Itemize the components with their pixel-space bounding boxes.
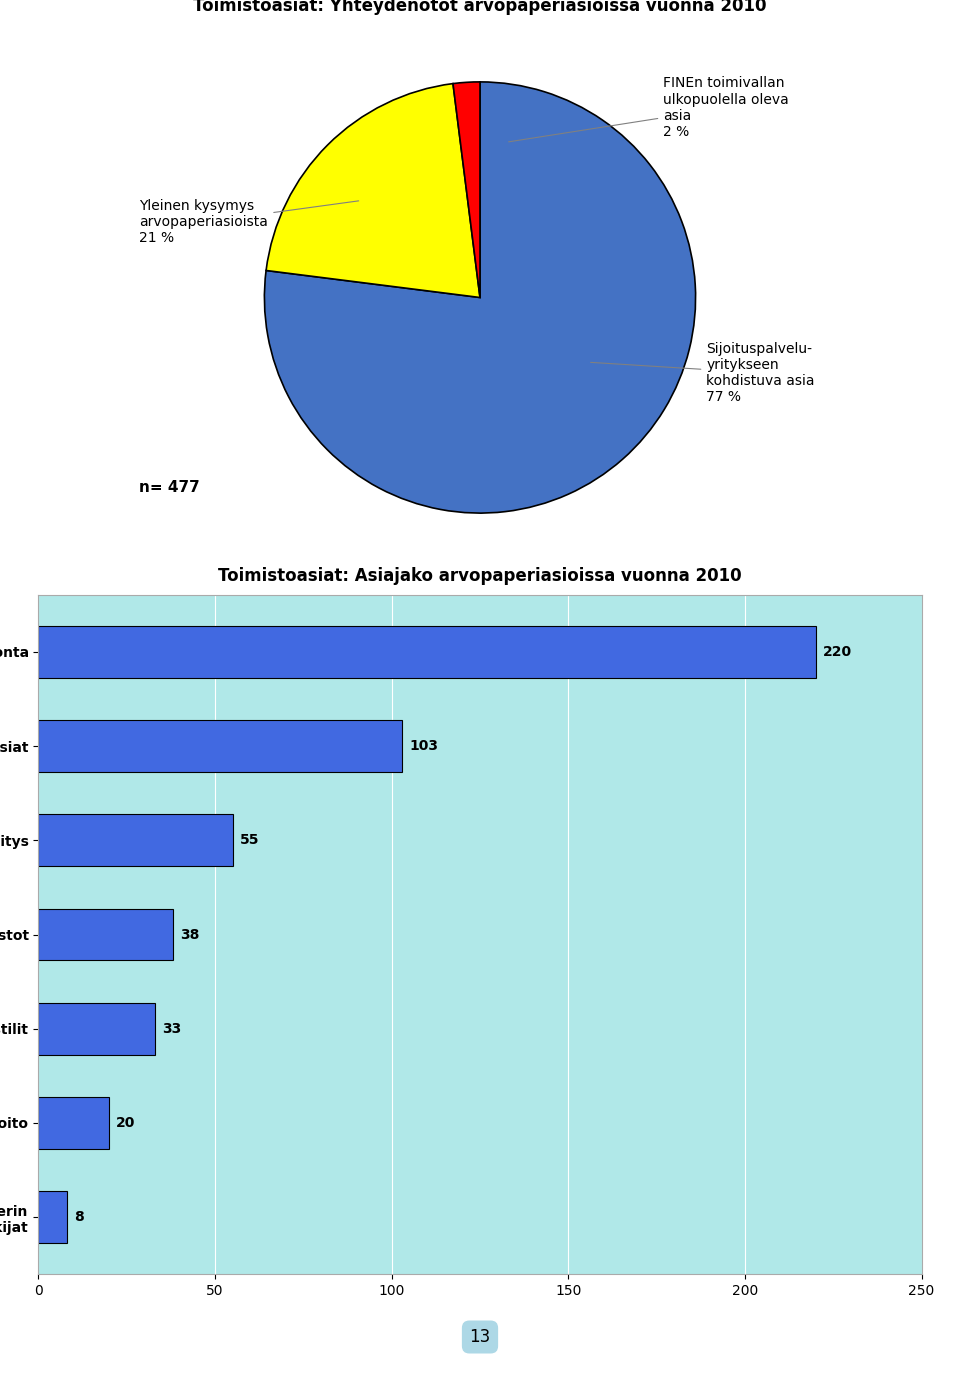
- Bar: [38, 720, 402, 771]
- Bar: [38, 909, 173, 960]
- Text: 55: 55: [240, 833, 259, 847]
- Text: n= 477: n= 477: [139, 480, 200, 494]
- Wedge shape: [453, 83, 480, 298]
- Text: 103: 103: [409, 739, 439, 753]
- Text: Sijoituspalvelu-
yritykseen
kohdistuva asia
77 %: Sijoituspalvelu- yritykseen kohdistuva a…: [590, 342, 815, 405]
- Bar: [38, 815, 232, 867]
- Bar: [38, 626, 816, 678]
- Text: 38: 38: [180, 928, 199, 942]
- Wedge shape: [264, 83, 696, 512]
- Text: 220: 220: [823, 645, 852, 659]
- Bar: [38, 1191, 66, 1243]
- Text: FINEn toimivallan
ulkopuolella oleva
asia
2 %: FINEn toimivallan ulkopuolella oleva asi…: [509, 77, 789, 141]
- Text: Yleinen kysymys
arvopaperiasioista
21 %: Yleinen kysymys arvopaperiasioista 21 %: [139, 199, 359, 245]
- Title: Toimistoasiat: Yhteydenotot arvopaperiasioissa vuonna 2010: Toimistoasiat: Yhteydenotot arvopaperias…: [193, 0, 767, 15]
- Bar: [38, 1098, 109, 1149]
- Text: 20: 20: [116, 1116, 135, 1130]
- Text: 13: 13: [469, 1329, 491, 1345]
- Text: 8: 8: [74, 1210, 84, 1224]
- Wedge shape: [266, 84, 480, 298]
- Text: 33: 33: [162, 1022, 181, 1036]
- Title: Toimistoasiat: Asiajako arvopaperiasioissa vuonna 2010: Toimistoasiat: Asiajako arvopaperiasiois…: [218, 567, 742, 585]
- Bar: [38, 1002, 155, 1054]
